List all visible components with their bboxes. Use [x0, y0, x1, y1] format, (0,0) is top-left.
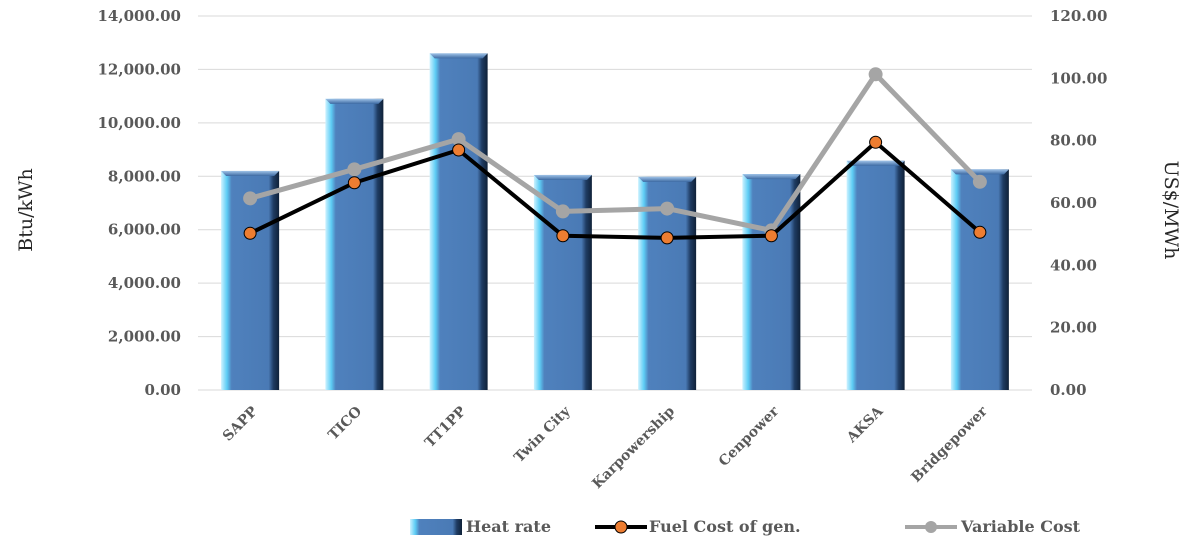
category-label: Cenpower: [716, 403, 783, 470]
left-tick-label: 8,000.00: [108, 167, 181, 185]
right-tick-label: 100.00: [1050, 69, 1107, 87]
legend-item-fuel-cost: Fuel Cost of gen.: [595, 517, 801, 536]
category-label: Bridgepower: [908, 403, 991, 486]
legend-marker-variable-cost: [925, 521, 937, 533]
right-tick-label: 0.00: [1050, 381, 1087, 399]
legend-marker-fuel-cost: [614, 520, 628, 534]
variable-cost-line: [249, 71, 982, 233]
category-label: Karpowership: [589, 403, 678, 492]
variable-cost-point: [972, 174, 987, 189]
fuel-cost-point: [347, 176, 361, 190]
right-axis-title: US$/MWh: [1160, 161, 1182, 260]
left-tick-label: 4,000.00: [108, 274, 181, 292]
heat-rate-bar: [742, 174, 801, 390]
variable-cost-point: [451, 132, 466, 147]
fuel-cost-point: [556, 229, 570, 243]
category-label: Twin City: [511, 403, 574, 466]
legend-item-variable-cost: Variable Cost: [905, 517, 1081, 536]
heat-rate-bar-top: [429, 53, 488, 59]
left-tick-label: 12,000.00: [97, 60, 181, 78]
heat-rate-bar: [846, 160, 905, 390]
heat-rate-bar-top: [846, 160, 905, 166]
right-tick-label: 120.00: [1050, 7, 1107, 25]
left-tick-label: 6,000.00: [108, 221, 181, 239]
right-axis-ticks: 0.00 20.00 40.00 60.00 80.00 100.00 120.00: [1050, 7, 1107, 399]
legend-label-heat-rate: Heat rate: [466, 517, 551, 536]
heat-rate-bar: [950, 169, 1009, 390]
right-tick-label: 80.00: [1050, 132, 1097, 150]
category-label: TICO: [325, 404, 365, 444]
heat-rate-bar-top: [638, 176, 697, 182]
legend-item-heat-rate: Heat rate: [410, 517, 551, 536]
heat-rate-bar-body: [429, 53, 488, 391]
heat-rate-bar-top: [325, 98, 384, 104]
heat-rate-bar-top: [533, 174, 592, 180]
left-tick-label: 2,000.00: [108, 328, 181, 346]
variable-cost-point: [555, 204, 570, 219]
left-axis-title: Btu/kWh: [15, 168, 37, 252]
heat-rate-bar-top: [742, 174, 801, 180]
left-tick-label: 14,000.00: [97, 7, 181, 25]
gridlines: [198, 15, 1032, 391]
fuel-cost-point: [243, 226, 257, 240]
category-label: SAPP: [220, 403, 261, 444]
heat-rate-bar-body: [325, 98, 384, 391]
fuel-cost-line: [249, 140, 982, 240]
right-tick-label: 40.00: [1050, 256, 1097, 274]
heat-rate-bar-body: [221, 170, 280, 390]
heat-rate-bar-body: [950, 169, 1009, 390]
variable-cost-point: [868, 67, 883, 82]
fuel-cost-point: [973, 225, 987, 239]
fuel-cost-point: [660, 231, 674, 245]
legend-label-fuel-cost: Fuel Cost of gen.: [649, 517, 801, 536]
right-tick-label: 20.00: [1050, 319, 1097, 337]
heat-rate-bar-top: [950, 169, 1009, 175]
right-tick-label: 60.00: [1050, 194, 1097, 212]
fuel-cost-point: [452, 143, 466, 157]
heat-rate-bars: [221, 53, 1009, 391]
heat-rate-bar: [221, 170, 280, 390]
category-label: TT1PP: [422, 403, 470, 451]
heat-rate-bar: [325, 98, 384, 391]
legend-swatch-heat-rate: [410, 519, 462, 535]
heat-rate-bar-body: [742, 174, 801, 390]
left-tick-label: 10,000.00: [97, 114, 181, 132]
fuel-cost-point: [764, 229, 778, 243]
left-axis-ticks: 0.00 2,000.00 4,000.00 6,000.00 8,000.00 10,0…: [97, 7, 181, 399]
variable-cost-point: [347, 162, 362, 177]
legend-label-variable-cost: Variable Cost: [960, 517, 1081, 536]
heat-rate-bar-top: [221, 170, 280, 176]
left-tick-label: 0.00: [144, 381, 181, 399]
legend: Heat rate Fuel Cost of gen. Variable Cos…: [410, 517, 1081, 536]
variable-cost-point: [660, 201, 675, 216]
category-label: AKSA: [843, 403, 887, 447]
heat-rate-bar: [429, 53, 488, 391]
variable-cost-point: [243, 191, 258, 206]
category-labels: SAPP TICO TT1PP Twin City Karpowership Cenpow…: [220, 403, 991, 492]
cost-lines: [243, 67, 987, 245]
heat-rate-bar-body: [846, 160, 905, 390]
fuel-cost-point: [869, 135, 883, 149]
